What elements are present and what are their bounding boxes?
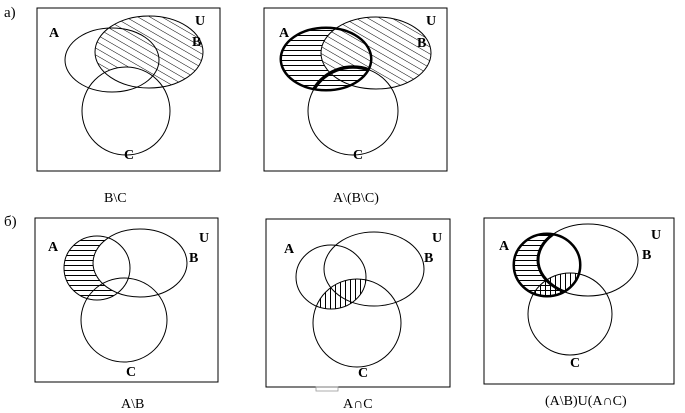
set-label-b: B [192,35,201,50]
set-b-circle [323,231,425,307]
set-label-b: B [424,251,433,266]
small-marker [315,386,339,392]
caption-b1: A\B [121,397,144,412]
venn-diagram-b2: A B C U [265,218,451,392]
set-label-c: C [353,148,363,163]
set-label-a: A [49,26,60,41]
row-label-b: б) [4,214,17,230]
caption-a2: A\(B\C) [333,191,379,206]
caption-b3: (A\B)U(A∩C) [545,394,627,409]
set-label-a: A [48,240,59,255]
universe-box [483,217,675,385]
set-label-b: B [642,248,651,263]
set-label-c: C [358,366,368,381]
set-label-a: A [284,242,295,257]
universe-box [263,7,448,172]
universe-box [34,217,219,383]
set-label-a: A [499,239,510,254]
set-label-c: C [124,148,134,163]
set-label-u: U [426,14,436,29]
set-label-b: B [189,251,198,266]
set-label-u: U [651,228,661,243]
set-label-u: U [432,231,442,246]
caption-a1: B\C [104,191,127,206]
set-label-u: U [199,231,209,246]
set-label-a: A [279,26,290,41]
caption-b2: A∩C [343,397,373,412]
universe-box [36,7,221,172]
set-label-b: B [417,36,426,51]
set-label-c: C [126,365,136,380]
set-c-circle [80,277,168,363]
universe-box [265,218,451,388]
set-label-c: C [570,356,580,371]
set-label-u: U [195,14,205,29]
row-label-a: а) [4,5,16,21]
